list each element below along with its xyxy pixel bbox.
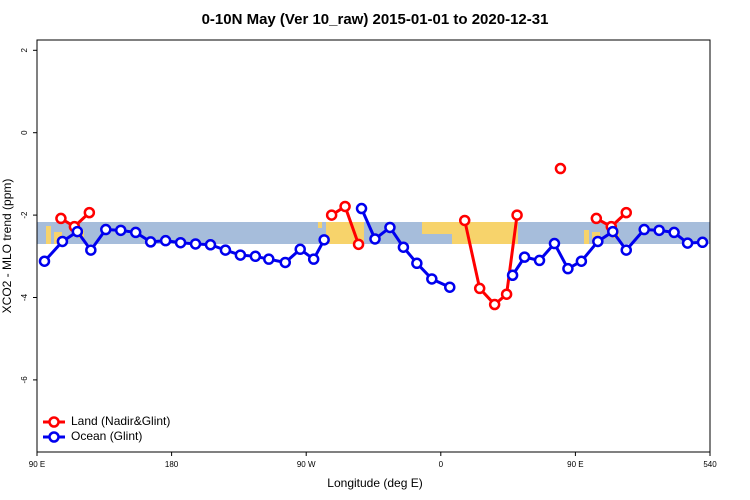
data-point <box>71 225 84 238</box>
data-point <box>263 253 275 265</box>
x-tick-label: 540 <box>703 460 717 469</box>
data-point <box>384 221 396 234</box>
y-tick-label: 2 <box>20 48 29 53</box>
legend-label: Ocean (Glint) <box>71 429 142 443</box>
data-point <box>83 206 96 219</box>
data-point <box>100 223 112 236</box>
y-axis-label: XCO2 - MLO trend (ppm) <box>0 179 14 314</box>
data-point <box>397 241 410 253</box>
data-point <box>234 249 247 261</box>
data-point <box>638 223 650 236</box>
x-axis-label: Longitude (deg E) <box>327 476 422 490</box>
data-point <box>681 237 694 249</box>
land-patch <box>326 222 364 244</box>
data-point <box>411 257 423 270</box>
data-point <box>500 288 513 300</box>
data-point <box>144 236 157 248</box>
land-patch <box>422 222 458 234</box>
data-point <box>518 251 531 263</box>
data-point <box>115 224 127 237</box>
y-tick-label: -4 <box>20 293 29 301</box>
land-patch <box>318 222 322 228</box>
plot-frame <box>36 39 711 453</box>
land-patch <box>584 230 589 244</box>
data-point <box>318 234 330 246</box>
data-point <box>85 244 97 256</box>
data-point <box>249 250 262 263</box>
x-tick-label: 0 <box>439 460 444 469</box>
data-point <box>458 214 471 227</box>
data-point <box>129 226 142 239</box>
data-point <box>696 236 709 249</box>
data-point <box>511 209 523 221</box>
x-tick-label: 90 E <box>29 460 45 469</box>
data-point <box>189 238 202 250</box>
y-tick-label: -6 <box>20 376 29 384</box>
legend-label: Land (Nadir&Glint) <box>71 414 170 428</box>
data-point <box>56 235 69 248</box>
x-tick-label: 90 W <box>297 460 316 469</box>
data-point <box>352 238 365 251</box>
data-point <box>279 256 292 269</box>
data-point <box>607 225 619 238</box>
data-point <box>55 212 67 225</box>
x-tick-label: 180 <box>165 460 179 469</box>
data-point <box>294 243 306 256</box>
data-point <box>548 237 561 250</box>
data-point <box>653 224 665 237</box>
data-point <box>174 236 187 249</box>
data-point <box>592 235 604 248</box>
data-point <box>533 254 546 267</box>
y-tick-label: -2 <box>20 211 29 219</box>
data-point <box>444 281 456 293</box>
data-point <box>307 253 320 265</box>
legend-marker <box>48 416 60 428</box>
data-point <box>620 206 632 219</box>
data-point <box>575 255 588 267</box>
data-point <box>159 234 172 247</box>
x-tick-label: 90 E <box>567 460 583 469</box>
data-point <box>426 273 438 285</box>
data-point <box>620 244 632 256</box>
data-point <box>325 209 338 221</box>
data-point <box>355 202 368 215</box>
legend-marker <box>48 431 60 443</box>
chart-title: 0-10N May (Ver 10_raw) 2015-01-01 to 202… <box>202 11 549 28</box>
data-point <box>204 239 217 251</box>
data-point <box>590 212 603 225</box>
data-point <box>562 262 574 275</box>
land-patch <box>46 226 51 244</box>
data-point <box>38 255 51 267</box>
data-point <box>339 200 351 213</box>
series-line <box>43 207 703 289</box>
data-point <box>488 298 501 311</box>
data-point <box>369 233 381 245</box>
data-point <box>554 162 567 175</box>
data-point <box>506 269 519 282</box>
y-tick-label: 0 <box>20 130 29 135</box>
data-point <box>473 282 486 295</box>
data-point <box>219 244 232 256</box>
data-point <box>668 226 680 239</box>
